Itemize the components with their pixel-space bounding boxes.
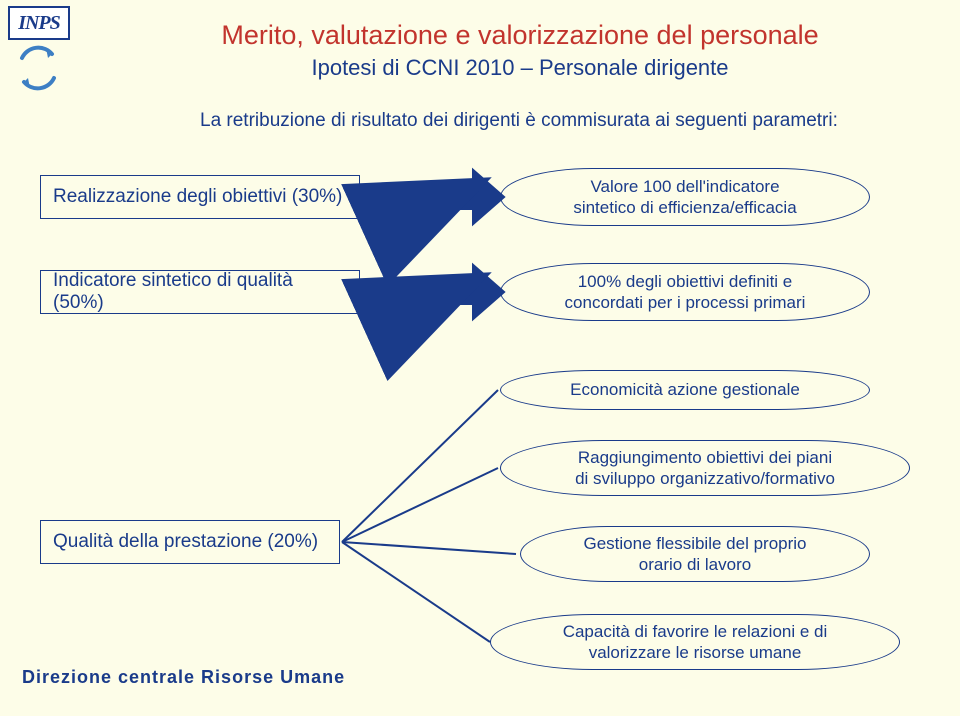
intro-text: La retribuzione di risultato dei dirigen…: [200, 110, 920, 132]
swirl-icon: [14, 44, 62, 92]
logo: INPS: [8, 6, 70, 40]
ellipse-capacita-relazioni: Capacità di favorire le relazioni e diva…: [490, 614, 900, 670]
page-subtitle: Ipotesi di CCNI 2010 – Personale dirigen…: [110, 55, 930, 81]
footer-text: Direzione centrale Risorse Umane: [22, 667, 345, 688]
ellipse-valore-indicatore: Valore 100 dell'indicatoresintetico di e…: [500, 168, 870, 226]
title-block: Merito, valutazione e valorizzazione del…: [110, 20, 930, 81]
ellipse-raggiungimento: Raggiungimento obiettivi dei pianidi svi…: [500, 440, 910, 496]
param-box-realizzazione: Realizzazione degli obiettivi (30%): [40, 175, 360, 219]
page-title: Merito, valutazione e valorizzazione del…: [110, 20, 930, 51]
ellipse-gestione-flessibile: Gestione flessibile del proprioorario di…: [520, 526, 870, 582]
connectors: [0, 0, 960, 716]
ellipse-obiettivi-definiti: 100% degli obiettivi definiti econcordat…: [500, 263, 870, 321]
param-box-qualita: Qualità della prestazione (20%): [40, 520, 340, 564]
ellipse-economicita: Economicità azione gestionale: [500, 370, 870, 410]
param-box-indicatore: Indicatore sintetico di qualità (50%): [40, 270, 360, 314]
